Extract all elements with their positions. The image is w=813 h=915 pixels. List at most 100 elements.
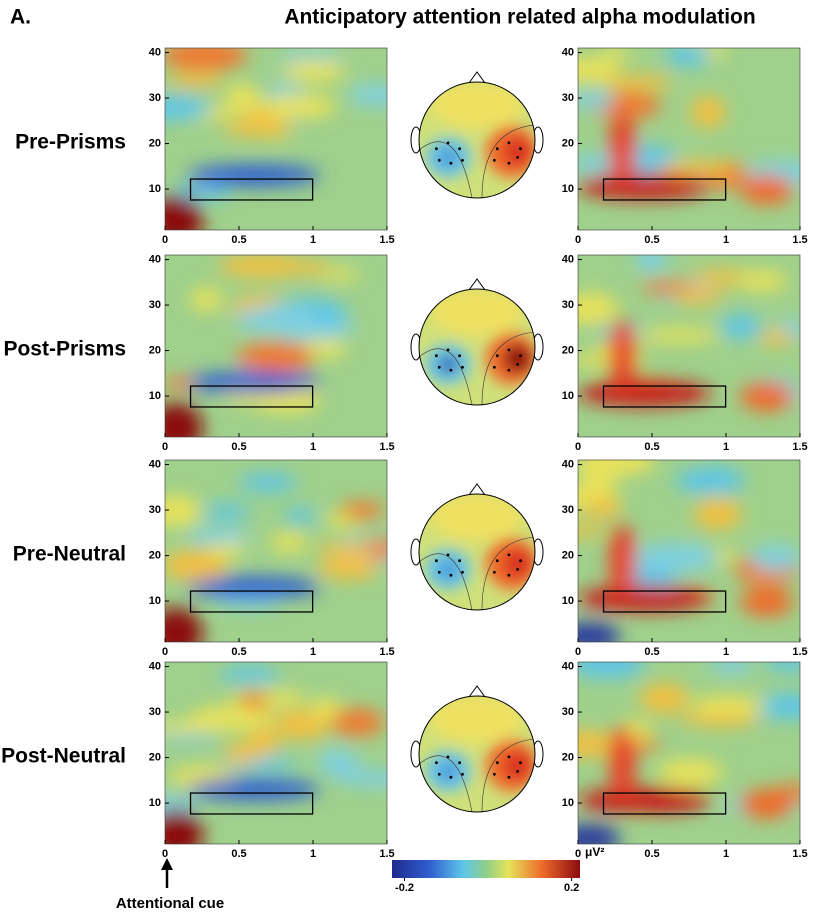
- blob: [578, 174, 711, 199]
- y-tick-label: 30: [149, 504, 161, 516]
- row-label: Pre-Neutral: [13, 543, 126, 566]
- x-tick-label: 0: [575, 441, 581, 453]
- blob: [672, 287, 723, 304]
- y-tick-label: 20: [149, 344, 161, 356]
- heatmap: [560, 246, 807, 437]
- colorbar-unit: μV²: [585, 845, 604, 859]
- blob: [431, 696, 524, 742]
- blob: [689, 696, 767, 715]
- electrode: [461, 366, 464, 369]
- blob: [223, 119, 293, 137]
- row-label: Post-Prisms: [3, 338, 126, 361]
- x-tick-label: 0.5: [644, 646, 659, 658]
- electrode: [519, 147, 522, 150]
- heatmap: [149, 254, 387, 453]
- blob: [740, 175, 793, 204]
- topoplot: [419, 494, 538, 610]
- electrode: [447, 554, 450, 557]
- blob: [187, 528, 251, 544]
- x-tick-label: 1: [723, 234, 729, 246]
- blob: [570, 91, 614, 109]
- blob: [740, 382, 793, 411]
- colorbar: [392, 860, 580, 878]
- x-tick-label: 0.5: [644, 441, 659, 453]
- electrode: [458, 761, 461, 764]
- electrode: [519, 761, 522, 764]
- blob: [187, 164, 320, 186]
- blob: [149, 402, 202, 453]
- blob: [190, 705, 274, 731]
- blob: [578, 586, 711, 611]
- blob: [439, 561, 456, 578]
- blob: [678, 713, 758, 727]
- heatmap: [149, 460, 408, 658]
- blob: [149, 809, 202, 860]
- x-tick-label: 1: [310, 234, 316, 246]
- blob: [578, 788, 711, 813]
- blob: [759, 330, 794, 345]
- blob: [167, 74, 224, 88]
- blob: [609, 319, 636, 392]
- electrode: [435, 147, 438, 150]
- electrode: [438, 571, 441, 574]
- x-tick-label: 1.5: [792, 234, 807, 246]
- blob: [737, 271, 788, 291]
- y-tick-label: 40: [562, 253, 574, 265]
- blob: [318, 557, 380, 580]
- blob: [439, 356, 456, 373]
- y-tick-label: 30: [149, 92, 161, 104]
- x-tick-label: 0: [575, 848, 581, 860]
- blob: [439, 763, 456, 780]
- x-tick-label: 1.5: [792, 646, 807, 658]
- y-tick-label: 10: [562, 595, 574, 607]
- y-tick-label: 10: [562, 797, 574, 809]
- electrode: [508, 142, 511, 145]
- x-tick-label: 0.5: [231, 646, 246, 658]
- y-tick-label: 10: [149, 797, 161, 809]
- blob: [261, 94, 337, 119]
- electrode: [493, 366, 496, 369]
- heatmap: [548, 649, 813, 853]
- blob: [598, 47, 633, 59]
- blob: [238, 474, 297, 492]
- electrode: [447, 349, 450, 352]
- x-tick-label: 0: [575, 646, 581, 658]
- blob: [547, 58, 619, 84]
- y-tick-label: 20: [149, 751, 161, 763]
- x-tick-label: 1.5: [792, 848, 807, 860]
- blob: [694, 498, 742, 529]
- blob: [657, 161, 738, 176]
- x-tick-label: 1: [310, 441, 316, 453]
- electrode: [447, 756, 450, 759]
- row-label: Pre-Prisms: [15, 131, 126, 154]
- x-tick-label: 0: [575, 234, 581, 246]
- y-tick-label: 40: [149, 660, 161, 672]
- blob: [187, 371, 320, 393]
- blob: [202, 504, 251, 519]
- x-tick-label: 0.5: [231, 441, 246, 453]
- y-tick-label: 10: [149, 183, 161, 195]
- electrode: [508, 162, 511, 165]
- electrode: [519, 354, 522, 357]
- x-tick-label: 1.5: [379, 441, 394, 453]
- blob: [337, 770, 423, 787]
- blob: [658, 759, 723, 786]
- x-tick-label: 1: [723, 646, 729, 658]
- heatmap: [140, 40, 405, 247]
- blob: [740, 587, 793, 616]
- topoplot: [419, 289, 538, 405]
- blob: [226, 84, 261, 115]
- y-tick-label: 40: [562, 46, 574, 58]
- x-tick-label: 1.5: [379, 848, 394, 860]
- y-tick-label: 20: [562, 137, 574, 149]
- colorbar-tick-label: 0.2: [564, 882, 579, 894]
- blob: [431, 82, 524, 128]
- y-tick-label: 20: [562, 751, 574, 763]
- electrode: [438, 159, 441, 162]
- y-tick-label: 30: [562, 299, 574, 311]
- x-tick-label: 1: [723, 441, 729, 453]
- blob: [716, 655, 754, 674]
- x-tick-label: 0.5: [231, 234, 246, 246]
- electrode: [508, 369, 511, 372]
- blob: [575, 444, 655, 476]
